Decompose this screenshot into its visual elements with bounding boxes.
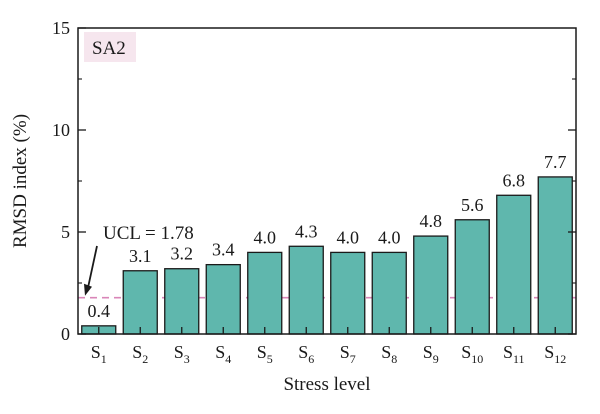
value-label-5: 4.0 bbox=[254, 227, 277, 247]
bar-3 bbox=[164, 268, 200, 335]
value-labels-layer: 0.4 3.1 3.2 3.4 4.0 4.3 4.0 4.0 4.8 5.6 6.8 7.7 bbox=[88, 152, 567, 321]
ucl-label: UCL = 1.78 bbox=[103, 223, 194, 244]
value-label-2: 3.1 bbox=[129, 246, 152, 266]
bar-9 bbox=[413, 235, 449, 335]
x-tick-label-12: S12 bbox=[544, 342, 566, 366]
x-tick-label-4: S4 bbox=[215, 342, 231, 366]
x-tick-label-8: S8 bbox=[381, 342, 397, 366]
y-tick-label-1: 5 bbox=[61, 222, 70, 242]
x-tick-label-6: S6 bbox=[298, 342, 314, 366]
panel-label: SA2 bbox=[92, 38, 126, 59]
bar-11 bbox=[496, 194, 532, 335]
y-tick-label-3: 15 bbox=[52, 18, 70, 38]
bars-layer bbox=[81, 176, 573, 335]
y-tick-label-0: 0 bbox=[61, 324, 70, 344]
x-tick-label-9: S9 bbox=[423, 342, 439, 366]
x-tick-label-1: S1 bbox=[91, 342, 107, 366]
value-label-8: 4.0 bbox=[378, 227, 401, 247]
bar-5 bbox=[247, 251, 283, 335]
value-label-10: 5.6 bbox=[461, 195, 484, 215]
y-axis: 0 5 10 15 bbox=[52, 18, 576, 344]
x-tick-label-10: S10 bbox=[461, 342, 483, 366]
panel-label-background bbox=[84, 32, 136, 62]
bar-2 bbox=[122, 270, 158, 335]
x-axis-title: Stress level bbox=[283, 374, 370, 395]
x-tick-label-7: S7 bbox=[340, 342, 356, 366]
panel-label-group: SA2 bbox=[84, 32, 136, 62]
value-label-6: 4.3 bbox=[295, 221, 318, 241]
ucl-arrow-head bbox=[84, 283, 92, 296]
y-tick-label-2: 10 bbox=[52, 120, 70, 140]
bar-6 bbox=[288, 245, 324, 335]
x-axis: S1 S2 S3 S4 S5 S6 S7 S8 S9 S10 S11 S12 bbox=[91, 327, 566, 366]
x-tick-label-5: S5 bbox=[257, 342, 273, 366]
bar-12 bbox=[537, 176, 573, 335]
x-tick-label-2: S2 bbox=[132, 342, 148, 366]
value-label-12: 7.7 bbox=[544, 152, 567, 172]
x-tick-label-11: S11 bbox=[503, 342, 525, 366]
bar-7 bbox=[330, 251, 366, 335]
value-label-9: 4.8 bbox=[420, 211, 443, 231]
x-tick-label-3: S3 bbox=[174, 342, 190, 366]
bar-8 bbox=[371, 251, 407, 335]
value-label-7: 4.0 bbox=[337, 227, 360, 247]
ucl-arrow-line bbox=[87, 245, 98, 288]
y-axis-title: RMSD index (%) bbox=[10, 114, 31, 248]
bar-10 bbox=[454, 219, 490, 335]
value-label-4: 3.4 bbox=[212, 240, 235, 260]
bar-4 bbox=[205, 263, 241, 335]
value-label-1: 0.4 bbox=[88, 301, 111, 321]
value-label-11: 6.8 bbox=[503, 170, 526, 190]
value-label-3: 3.2 bbox=[171, 244, 194, 264]
ucl-annotation: UCL = 1.78 bbox=[84, 223, 194, 296]
